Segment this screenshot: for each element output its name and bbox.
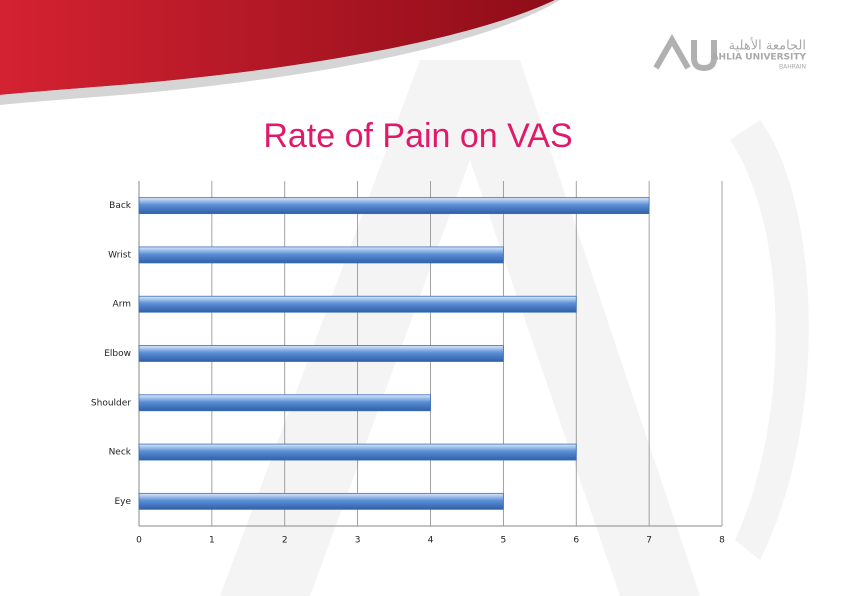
header-shadow	[0, 0, 560, 105]
bar	[138, 492, 504, 510]
logo: الجامعة الأهلية AHLIA UNIVERSITY BAHRAIN	[653, 33, 807, 72]
x-tick-label: 4	[428, 536, 434, 546]
x-tick-label: 6	[573, 536, 579, 546]
y-tick-label: Eye	[114, 497, 131, 507]
logo-name: AHLIA UNIVERSITY	[712, 53, 807, 63]
bar	[138, 345, 504, 362]
logo-arabic: الجامعة الأهلية	[729, 37, 806, 54]
x-tick-label: 8	[719, 536, 725, 546]
bar	[138, 246, 504, 264]
y-tick-label: Arm	[113, 300, 131, 310]
x-tick-label: 0	[136, 536, 142, 546]
x-tick-label: 1	[209, 536, 215, 546]
x-tick-label: 5	[501, 536, 507, 546]
y-tick-label: Back	[109, 201, 132, 211]
x-tick-label: 3	[355, 536, 361, 546]
bg-logo-arc	[730, 120, 809, 560]
logo-mark	[653, 33, 717, 72]
x-tick-label: 2	[282, 536, 288, 546]
bg-logo-shape	[220, 60, 700, 596]
chart-title: Rate of Pain on VAS	[263, 117, 572, 155]
bar	[138, 197, 650, 215]
bar	[138, 295, 577, 313]
header-swoosh	[0, 0, 555, 95]
y-tick-label: Elbow	[104, 349, 131, 359]
x-tick-label: 7	[646, 536, 652, 546]
logo-location: BAHRAIN	[779, 64, 806, 71]
y-tick-label: Wrist	[108, 250, 131, 260]
bar	[138, 443, 577, 461]
bar	[138, 394, 431, 412]
y-tick-label: Shoulder	[91, 398, 131, 408]
y-tick-label: Neck	[109, 448, 132, 458]
